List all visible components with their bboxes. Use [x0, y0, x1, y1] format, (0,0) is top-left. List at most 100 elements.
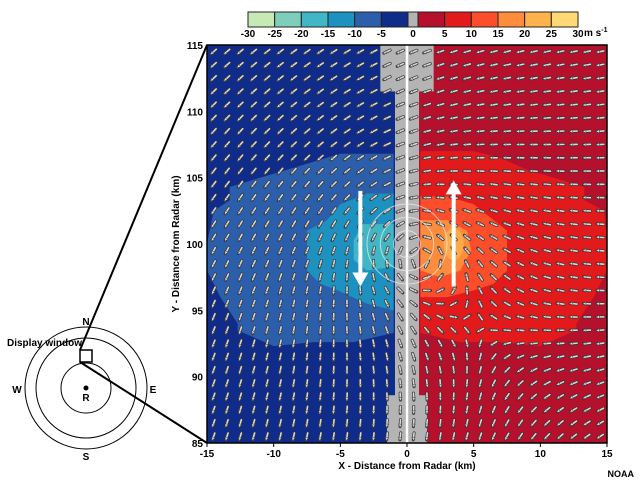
wind-vector [358, 285, 363, 296]
radar-dot [83, 385, 89, 391]
wind-vector [477, 418, 483, 428]
wind-vector [515, 62, 526, 68]
wind-vector-head [569, 395, 574, 399]
wind-vector-head [504, 409, 509, 415]
wind-vector [515, 247, 526, 254]
wind-vector [223, 113, 231, 122]
wind-vector [448, 115, 459, 121]
wind-vector [277, 259, 284, 269]
wind-vector [344, 365, 350, 376]
wind-vector [568, 288, 579, 293]
wind-vector [303, 180, 311, 189]
wind-vector [316, 114, 325, 122]
wind-vector-head [355, 103, 361, 108]
wind-vector-head [317, 210, 322, 215]
wind-vector [488, 182, 499, 187]
wind-vector [489, 260, 498, 268]
wind-vector [515, 341, 526, 346]
wind-vector-head [595, 408, 601, 413]
x-tick-label: 10 [535, 449, 547, 460]
wind-vector [422, 115, 432, 121]
wind-vector [475, 155, 486, 160]
wind-vector [331, 404, 336, 415]
wind-vector-head [316, 90, 321, 95]
wind-vector [489, 299, 498, 308]
wind-vector-head [568, 129, 574, 134]
wind-vector [448, 129, 459, 134]
wind-vector-head [411, 436, 416, 442]
wind-vector [289, 166, 298, 176]
wind-vector [371, 338, 376, 349]
wind-vector-head [595, 314, 600, 320]
wind-vector-head [422, 89, 427, 94]
wind-vector [595, 261, 606, 266]
wind-vector [342, 180, 352, 189]
wind-vector [251, 378, 257, 389]
wind-vector [543, 432, 551, 441]
wind-vector-head [331, 277, 336, 283]
wind-vector [264, 431, 270, 442]
wind-vector-head [329, 90, 335, 95]
wind-vector [224, 391, 230, 402]
wind-vector-head [515, 328, 520, 333]
wind-vector [582, 419, 592, 427]
wind-vector-head [382, 63, 388, 68]
wind-vector [462, 313, 472, 321]
wind-vector-head [263, 90, 268, 95]
wind-vector-head [435, 182, 440, 187]
wind-vector [555, 142, 566, 147]
wind-vector-head [398, 370, 403, 376]
colorbar-tick-label: -20 [294, 29, 309, 40]
wind-vector-head [318, 290, 323, 296]
wind-vector [382, 154, 392, 161]
wind-vector-head [595, 142, 600, 147]
colorbar-bin [354, 11, 382, 28]
wind-vector [436, 326, 445, 335]
wind-vector [223, 153, 231, 162]
wind-vector [475, 89, 486, 94]
wind-vector [515, 142, 526, 147]
wind-vector-head [355, 90, 361, 94]
wind-vector [409, 247, 418, 255]
wind-vector-head [236, 130, 242, 135]
wind-vector [331, 338, 336, 349]
radar-inset: R N S E W Display window [7, 44, 208, 463]
wind-vector [528, 274, 539, 280]
wind-vector [318, 418, 323, 429]
wind-vector-head [424, 423, 430, 429]
wind-vector [475, 326, 485, 334]
wind-vector-head [371, 357, 376, 362]
wind-vector [396, 286, 405, 295]
wind-vector [488, 155, 499, 160]
wind-vector [318, 272, 323, 283]
wind-vector-head [278, 303, 283, 309]
wind-vector-head [290, 143, 295, 149]
wind-vector [371, 272, 376, 283]
wind-vector-head [515, 115, 520, 121]
wind-vector [529, 379, 539, 387]
wind-vector [250, 298, 257, 309]
wind-vector-head [452, 286, 457, 291]
wind-vector [289, 180, 298, 189]
wind-vector [264, 365, 270, 375]
wind-vector-head [528, 115, 534, 121]
wind-vector [555, 195, 566, 200]
wind-vector-head [515, 248, 521, 253]
wind-vector-head [236, 63, 242, 69]
wind-vector-head [515, 168, 520, 174]
wind-vector-head [236, 117, 242, 122]
colorbar-bin [247, 11, 276, 28]
wind-vector [424, 431, 429, 442]
wind-vector-head [413, 275, 419, 280]
wind-vector [290, 245, 297, 256]
wind-vector-head [515, 182, 520, 187]
wind-vector [502, 49, 512, 54]
wind-vector [542, 62, 552, 68]
wind-vector [291, 391, 296, 402]
wind-vector [398, 404, 403, 415]
wind-vector-head [331, 383, 336, 389]
wind-vector [556, 432, 565, 441]
wind-vector [249, 166, 258, 176]
wind-vector [556, 419, 565, 427]
wind-vector [489, 247, 499, 255]
